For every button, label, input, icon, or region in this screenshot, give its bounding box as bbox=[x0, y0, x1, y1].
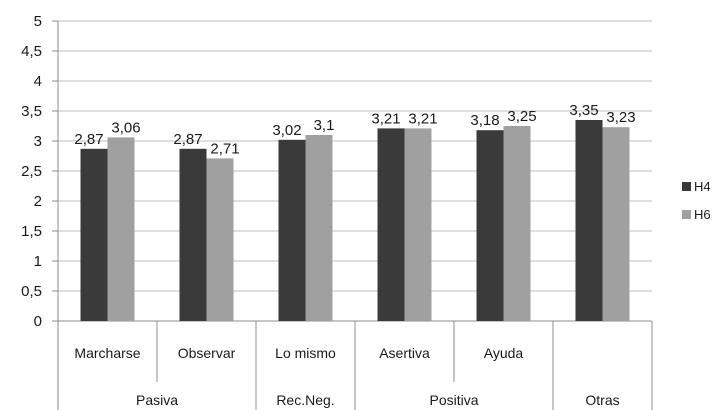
x-group-label: Rec.Neg. bbox=[276, 392, 334, 408]
y-tick-label: 2 bbox=[34, 193, 42, 210]
bar-h6 bbox=[107, 137, 135, 321]
x-category-label: Marcharse bbox=[74, 345, 140, 361]
bar-h4 bbox=[476, 130, 504, 321]
x-group-label: Otras bbox=[585, 392, 619, 408]
legend: H4 H6 bbox=[682, 179, 711, 222]
y-tick-label: 5 bbox=[34, 13, 42, 30]
legend-label: H6 bbox=[694, 207, 711, 222]
bar-h6 bbox=[503, 126, 531, 321]
x-group-label: Pasiva bbox=[136, 392, 178, 408]
bar-h6 bbox=[305, 135, 333, 321]
x-group-label: Positiva bbox=[429, 392, 478, 408]
bar-h4 bbox=[377, 128, 405, 321]
bar-h4 bbox=[278, 139, 306, 321]
y-tick-label: 1 bbox=[34, 253, 42, 270]
data-label: 2,87 bbox=[74, 131, 103, 148]
data-label: 3,1 bbox=[314, 117, 335, 134]
y-tick-label: 2,5 bbox=[21, 163, 42, 180]
bar-h6 bbox=[404, 128, 432, 321]
y-tick-label: 4 bbox=[34, 73, 42, 90]
legend-swatch bbox=[682, 210, 691, 219]
axes: 0 0,5 1 1,5 2 2,5 3 3,5 4 4,5 5 bbox=[21, 13, 59, 330]
y-tick-label: 0 bbox=[34, 313, 42, 330]
data-label: 3,25 bbox=[507, 108, 536, 125]
gridlines bbox=[58, 20, 652, 322]
data-label: 3,06 bbox=[111, 119, 140, 136]
data-label: 3,23 bbox=[606, 109, 635, 126]
data-label: 2,71 bbox=[210, 140, 239, 157]
x-category-label: Lo mismo bbox=[275, 345, 336, 361]
data-label: 3,35 bbox=[569, 102, 598, 119]
y-tick-label: 3 bbox=[34, 133, 42, 150]
data-labels: 2,87 3,06 2,87 2,71 3,02 3,1 3,21 3,21 3,18 3,25 3… bbox=[74, 102, 635, 157]
data-label: 3,18 bbox=[470, 112, 499, 129]
bar-h4 bbox=[575, 120, 603, 321]
bars bbox=[80, 120, 630, 321]
data-label: 3,02 bbox=[272, 122, 301, 139]
legend-swatch bbox=[682, 182, 691, 191]
bar-h4 bbox=[179, 148, 207, 321]
x-category-label: Ayuda bbox=[484, 345, 524, 361]
data-label: 3,21 bbox=[371, 110, 400, 127]
bar-h6 bbox=[206, 158, 234, 321]
bar-h6 bbox=[602, 127, 630, 321]
y-tick-label: 1,5 bbox=[21, 223, 42, 240]
data-label: 3,21 bbox=[408, 110, 437, 127]
x-axis-table: Marcharse Observar Lo mismo Asertiva Ayuda Pa… bbox=[57, 321, 653, 410]
y-tick-label: 3,5 bbox=[21, 103, 42, 120]
bar-h4 bbox=[80, 148, 108, 321]
data-label: 2,87 bbox=[173, 131, 202, 148]
y-tick-label: 0,5 bbox=[21, 283, 42, 300]
legend-label: H4 bbox=[694, 179, 711, 194]
x-category-label: Observar bbox=[178, 345, 236, 361]
x-category-label: Asertiva bbox=[379, 345, 430, 361]
y-tick-label: 4,5 bbox=[21, 43, 42, 60]
